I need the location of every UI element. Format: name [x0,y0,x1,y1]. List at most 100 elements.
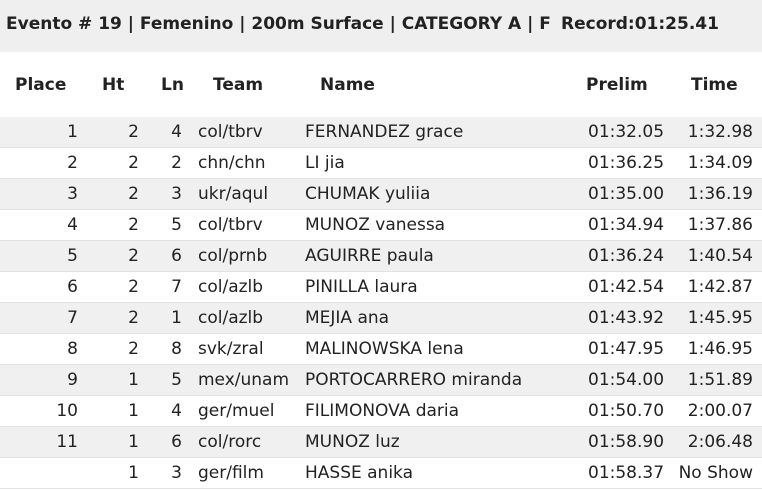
column-header: Ht [102,75,125,95]
header-bar: Evento # 19 | Femenino | 200m Surface | … [0,0,762,52]
lane-cell: 4 [171,122,182,142]
name-cell: FILIMONOVA daria [305,401,460,421]
name-cell: MUNOZ vanessa [305,215,446,235]
place-cell: 7 [67,308,78,328]
place-cell: 5 [67,246,78,266]
team-cell: svk/zral [198,339,264,359]
heat-cell: 1 [128,432,139,452]
lane-cell: 8 [171,339,182,359]
heat-cell: 2 [128,246,139,266]
team-cell: col/tbrv [198,122,263,142]
heat-cell: 2 [128,339,139,359]
table-row: 2 2 2 chn/chn LI jia 01:36.25 1:34.09 [0,148,762,179]
column-header: Name [320,75,375,95]
place-cell: 2 [67,153,78,173]
prelim-cell: 01:47.95 [588,339,665,359]
lane-cell: 1 [171,308,182,328]
lane-cell: 4 [171,401,182,421]
prelim-cell: 01:54.00 [588,370,665,390]
name-cell: HASSE anika [305,463,414,483]
heat-cell: 2 [128,184,139,204]
time-cell: 1:51.89 [687,370,753,390]
team-cell: col/prnb [198,246,268,266]
table-row: 1 2 4 col/tbrv FERNANDEZ grace 01:32.05 1:32.9… [0,117,762,148]
name-cell: MEJIA ana [305,308,390,328]
table-row: 6 2 7 col/azlb PINILLA laura 01:42.54 1:42.87 [0,272,762,303]
heat-cell: 2 [128,215,139,235]
time-cell: 1:42.87 [687,277,753,297]
record: Record:01:25.41 [561,14,719,34]
heat-cell: 2 [128,122,139,142]
prelim-cell: 01:34.94 [588,215,665,235]
lane-cell: 6 [171,432,182,452]
lane-cell: 7 [171,277,182,297]
team-cell: col/azlb [198,308,264,328]
time-cell: 1:37.86 [687,215,753,235]
table-row: 11 1 6 col/rorc MUNOZ luz 01:58.90 2:06.48 [0,427,762,458]
heat-cell: 2 [128,308,139,328]
name-cell: MUNOZ luz [305,432,400,452]
event-title: Evento # 19 | Femenino | 200m Surface | … [6,14,551,34]
prelim-cell: 01:58.37 [588,463,665,483]
table-row: 4 2 5 col/tbrv MUNOZ vanessa 01:34.94 1:37.86 [0,210,762,241]
column-header: Prelim [586,75,648,95]
time-cell: 2:06.48 [687,432,753,452]
table-row: 8 2 8 svk/zral MALINOWSKA lena 01:47.95 1:46.9… [0,334,762,365]
team-cell: mex/unam [198,370,290,390]
prelim-cell: 01:42.54 [588,277,665,297]
table-row: 5 2 6 col/prnb AGUIRRE paula 01:36.24 1:40.54 [0,241,762,272]
heat-cell: 2 [128,153,139,173]
table-row: 1 3 ger/film HASSE anika 01:58.37 No Show [0,458,762,489]
prelim-cell: 01:32.05 [588,122,665,142]
team-cell: col/azlb [198,277,264,297]
column-header: Time [691,75,738,95]
place-cell: 6 [67,277,78,297]
time-cell: No Show [678,463,753,483]
place-cell: 9 [67,370,78,390]
lane-cell: 3 [171,184,182,204]
prelim-cell: 01:50.70 [588,401,665,421]
prelim-cell: 01:35.00 [588,184,665,204]
time-cell: 2:00.07 [687,401,753,421]
name-cell: MALINOWSKA lena [305,339,464,359]
lane-cell: 6 [171,246,182,266]
heat-cell: 1 [128,370,139,390]
place-cell: 3 [67,184,78,204]
place-cell: 4 [67,215,78,235]
team-cell: ukr/aqul [198,184,269,204]
table-row: 10 1 4 ger/muel FILIMONOVA daria 01:50.70 2:00… [0,396,762,427]
team-cell: col/tbrv [198,215,263,235]
heat-cell: 1 [128,463,139,483]
prelim-cell: 01:58.90 [588,432,665,452]
column-header: Ln [161,75,184,95]
place-cell: 1 [67,122,78,142]
time-cell: 1:36.19 [687,184,753,204]
team-cell: col/rorc [198,432,262,452]
name-cell: LI jia [305,153,345,173]
place-cell: 10 [56,401,78,421]
team-cell: chn/chn [198,153,266,173]
team-cell: ger/muel [198,401,275,421]
prelim-cell: 01:36.25 [588,153,665,173]
time-cell: 1:34.09 [687,153,753,173]
table-row: 7 2 1 col/azlb MEJIA ana 01:43.92 1:45.95 [0,303,762,334]
lane-cell: 3 [171,463,182,483]
lane-cell: 2 [171,153,182,173]
column-header: Team [213,75,264,95]
name-cell: FERNANDEZ grace [305,122,464,142]
place-cell: 8 [67,339,78,359]
team-cell: ger/film [198,463,264,483]
name-cell: PINILLA laura [305,277,418,297]
name-cell: CHUMAK yuliia [305,184,431,204]
lane-cell: 5 [171,215,182,235]
prelim-cell: 01:36.24 [588,246,665,266]
column-header: Place [15,75,67,95]
heat-cell: 1 [128,401,139,421]
time-cell: 1:40.54 [687,246,753,266]
time-cell: 1:45.95 [687,308,753,328]
place-cell: 11 [56,432,78,452]
prelim-cell: 01:43.92 [588,308,665,328]
table-row: 3 2 3 ukr/aqul CHUMAK yuliia 01:35.00 1:36.19 [0,179,762,210]
name-cell: PORTOCARRERO miranda [305,370,523,390]
